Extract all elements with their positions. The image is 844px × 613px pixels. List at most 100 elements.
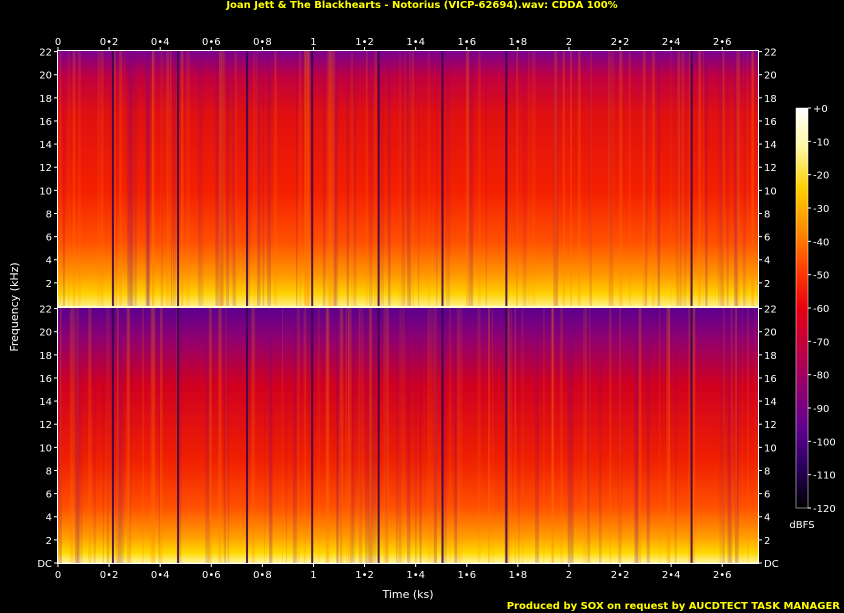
- spectral-texture: [503, 308, 507, 563]
- spectral-texture: [72, 51, 76, 306]
- spectral-texture: [106, 308, 110, 563]
- spectral-texture: [181, 51, 183, 306]
- spectral-texture: [705, 51, 708, 306]
- spectral-texture: [145, 51, 149, 306]
- plot-frame: [57, 50, 759, 564]
- spectral-texture: [107, 308, 109, 563]
- spectral-texture: [153, 308, 156, 563]
- colorbar-tick-label: -40: [813, 237, 829, 248]
- spectral-texture: [368, 308, 373, 563]
- spectral-texture: [415, 308, 417, 563]
- y-tick-label-right: 12: [764, 420, 777, 431]
- spectral-texture: [346, 51, 349, 306]
- spectral-texture: [674, 308, 677, 563]
- spectral-texture: [408, 51, 412, 306]
- y-tick-label-right: 2: [764, 536, 770, 547]
- y-tick-label-left: 6: [46, 233, 52, 244]
- spectral-texture: [741, 308, 743, 563]
- colorbar-tick-label: -60: [813, 304, 829, 315]
- spectral-texture: [598, 308, 602, 563]
- spectral-texture: [386, 308, 389, 563]
- colorbar-tick-label: -80: [813, 371, 829, 382]
- spectral-texture: [754, 308, 756, 563]
- spectral-texture: [222, 51, 226, 306]
- spectral-texture: [129, 308, 132, 563]
- spectral-texture: [401, 51, 404, 306]
- spectral-texture: [588, 308, 591, 563]
- track-boundary-left: [177, 51, 180, 306]
- x-tick-label-top: 2•4: [662, 37, 681, 48]
- spectral-texture: [634, 308, 638, 563]
- spectral-texture: [158, 308, 160, 563]
- y-tick-label-left: 18: [39, 94, 52, 105]
- spectral-texture: [68, 51, 70, 306]
- y-tick-label-right: 14: [764, 397, 777, 408]
- spectral-texture: [253, 51, 256, 306]
- spectral-texture: [366, 51, 368, 306]
- spectral-texture: [333, 51, 337, 306]
- spectral-texture: [116, 308, 119, 563]
- spectral-texture: [583, 308, 586, 563]
- spectral-texture: [334, 51, 339, 306]
- spectral-texture: [735, 51, 740, 306]
- x-tick-label-bottom: 1•6: [457, 570, 476, 581]
- spectral-texture: [443, 308, 448, 563]
- colorbar-tick-label: -20: [813, 171, 829, 182]
- spectral-texture: [220, 51, 225, 306]
- x-tick-label-bottom: 2•2: [611, 570, 630, 581]
- spectral-texture: [208, 308, 211, 563]
- spectral-texture: [178, 308, 182, 563]
- spectral-texture: [692, 308, 695, 563]
- spectral-texture: [668, 308, 671, 563]
- y-tick-label-left: 4: [46, 513, 52, 524]
- spectral-texture: [274, 51, 276, 306]
- spectral-texture: [429, 308, 433, 563]
- spectral-texture: [102, 308, 105, 563]
- y-tick-label-left: 6: [46, 490, 52, 501]
- colorbar-scale: [795, 107, 809, 509]
- spectral-texture: [587, 308, 590, 563]
- spectral-texture: [78, 51, 81, 306]
- spectral-texture: [427, 308, 430, 563]
- spectral-texture: [263, 51, 265, 306]
- spectral-texture: [403, 51, 405, 306]
- spectral-texture: [459, 308, 463, 563]
- y-tick-label-left: 16: [39, 374, 52, 385]
- spectral-texture: [180, 51, 184, 306]
- y-tick-label-left: 10: [39, 443, 52, 454]
- x-tick-label-bottom: 0•4: [151, 570, 170, 581]
- spectral-texture: [120, 308, 123, 563]
- spectral-texture: [449, 308, 451, 563]
- spectral-texture: [116, 51, 118, 306]
- colorbar-label: dBFS: [789, 520, 814, 531]
- x-tick-label-bottom: 1•8: [509, 570, 528, 581]
- track-boundary-right: [311, 308, 314, 563]
- spectral-texture: [676, 51, 680, 306]
- spectral-texture: [729, 308, 733, 563]
- spectral-texture: [166, 51, 170, 306]
- spectral-texture: [670, 51, 672, 306]
- y-tick-label-right: 18: [764, 351, 777, 362]
- y-tick-label-right: 10: [764, 186, 777, 197]
- spectral-texture: [518, 308, 520, 563]
- spectral-texture: [719, 308, 723, 563]
- x-tick-label-top: 0•2: [100, 37, 119, 48]
- spectral-texture: [666, 308, 668, 563]
- y-tick-label-left: 2: [46, 536, 52, 547]
- spectral-texture: [528, 51, 531, 306]
- spectral-texture: [331, 51, 336, 306]
- spectral-texture: [514, 308, 516, 563]
- spectral-texture: [681, 51, 685, 306]
- spectral-texture: [384, 308, 389, 563]
- y-tick-label-left: 2: [46, 279, 52, 290]
- spectral-texture: [126, 308, 130, 563]
- spectral-texture: [399, 308, 403, 563]
- spectral-texture: [100, 51, 104, 306]
- spectral-texture: [642, 51, 646, 306]
- spectral-texture: [456, 308, 460, 563]
- y-tick-label-right: 2: [764, 279, 770, 290]
- spectral-texture: [292, 308, 297, 563]
- spectral-texture: [151, 308, 155, 563]
- spectral-texture: [325, 308, 329, 563]
- spectral-texture: [554, 51, 558, 306]
